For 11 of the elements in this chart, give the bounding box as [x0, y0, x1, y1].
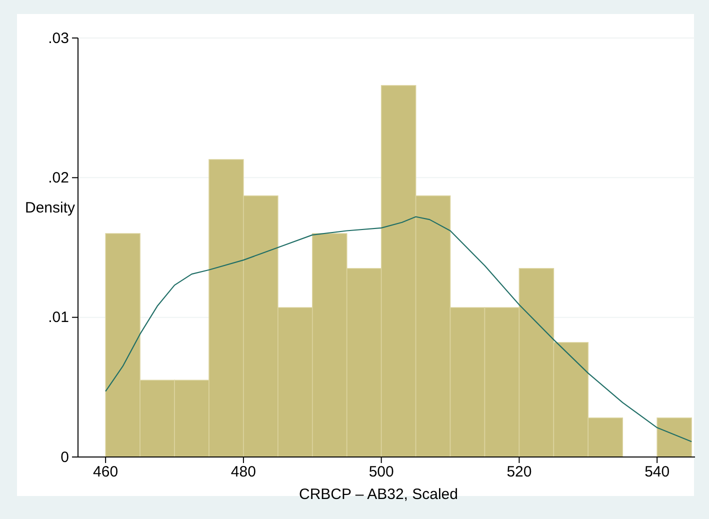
x-tick-label: 520: [506, 464, 532, 481]
x-axis-title: CRBCP – AB32, Scaled: [299, 486, 458, 503]
x-tick-label: 460: [93, 464, 118, 481]
y-tick-label: 0: [60, 448, 69, 466]
y-tick-label: .03: [48, 30, 69, 47]
y-tick-label: .01: [48, 309, 69, 326]
y-axis-title: Density: [25, 200, 76, 217]
x-tick-label: 540: [644, 464, 670, 481]
y-tick-label: .02: [48, 169, 69, 186]
x-tick-label: 500: [368, 464, 394, 481]
x-tick-label: 480: [230, 464, 256, 481]
